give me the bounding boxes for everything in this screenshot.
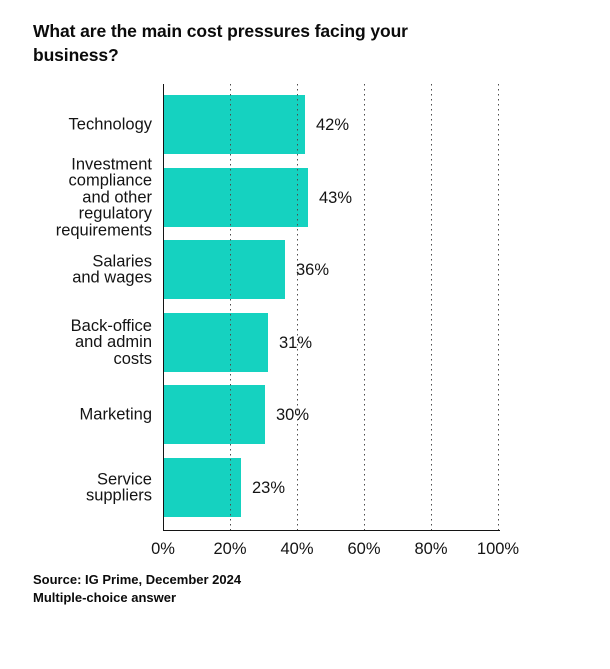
chart-title: What are the main cost pressures facing … [33, 21, 408, 65]
value-label: 31% [279, 333, 313, 352]
gridline-20 [230, 84, 231, 530]
bar-1 [164, 95, 305, 154]
source-note: Source: IG Prime, December 2024 [33, 572, 242, 587]
gridline-40 [297, 84, 298, 530]
x-tick-label-60: 60% [347, 540, 381, 558]
x-tick-label-0: 0% [151, 540, 175, 558]
category-label: Salaries and wages [72, 251, 152, 287]
category-label: Marketing [79, 405, 152, 424]
bar-2 [164, 168, 308, 227]
value-label: 43% [319, 188, 353, 207]
category-label: Technology [68, 115, 152, 134]
value-label: 23% [252, 478, 286, 497]
bar-5 [164, 385, 265, 444]
bar-3 [164, 240, 285, 299]
category-label: Investment compliance and other regulato… [55, 155, 152, 240]
gridline-80 [431, 84, 432, 530]
x-tick-label-100: 100% [476, 540, 520, 558]
x-tick-label-20: 20% [213, 540, 247, 558]
value-label: 42% [316, 115, 350, 134]
method-note: Multiple-choice answer [33, 589, 177, 605]
plot-area: 42% 43% 36% 31% 30% 23% [163, 84, 500, 531]
category-label: Service suppliers [85, 469, 152, 505]
bar-6 [164, 458, 241, 517]
gridline-100 [498, 84, 499, 530]
value-label: 30% [276, 405, 310, 424]
category-label: Back-office and admin costs [70, 316, 152, 368]
chart-footnote: Source: IG Prime, December 2024 Multiple… [33, 571, 241, 606]
x-tick-label-40: 40% [280, 540, 314, 558]
x-tick-label-80: 80% [414, 540, 448, 558]
gridline-60 [364, 84, 365, 530]
bar-4 [164, 313, 268, 372]
value-label: 36% [296, 260, 330, 279]
